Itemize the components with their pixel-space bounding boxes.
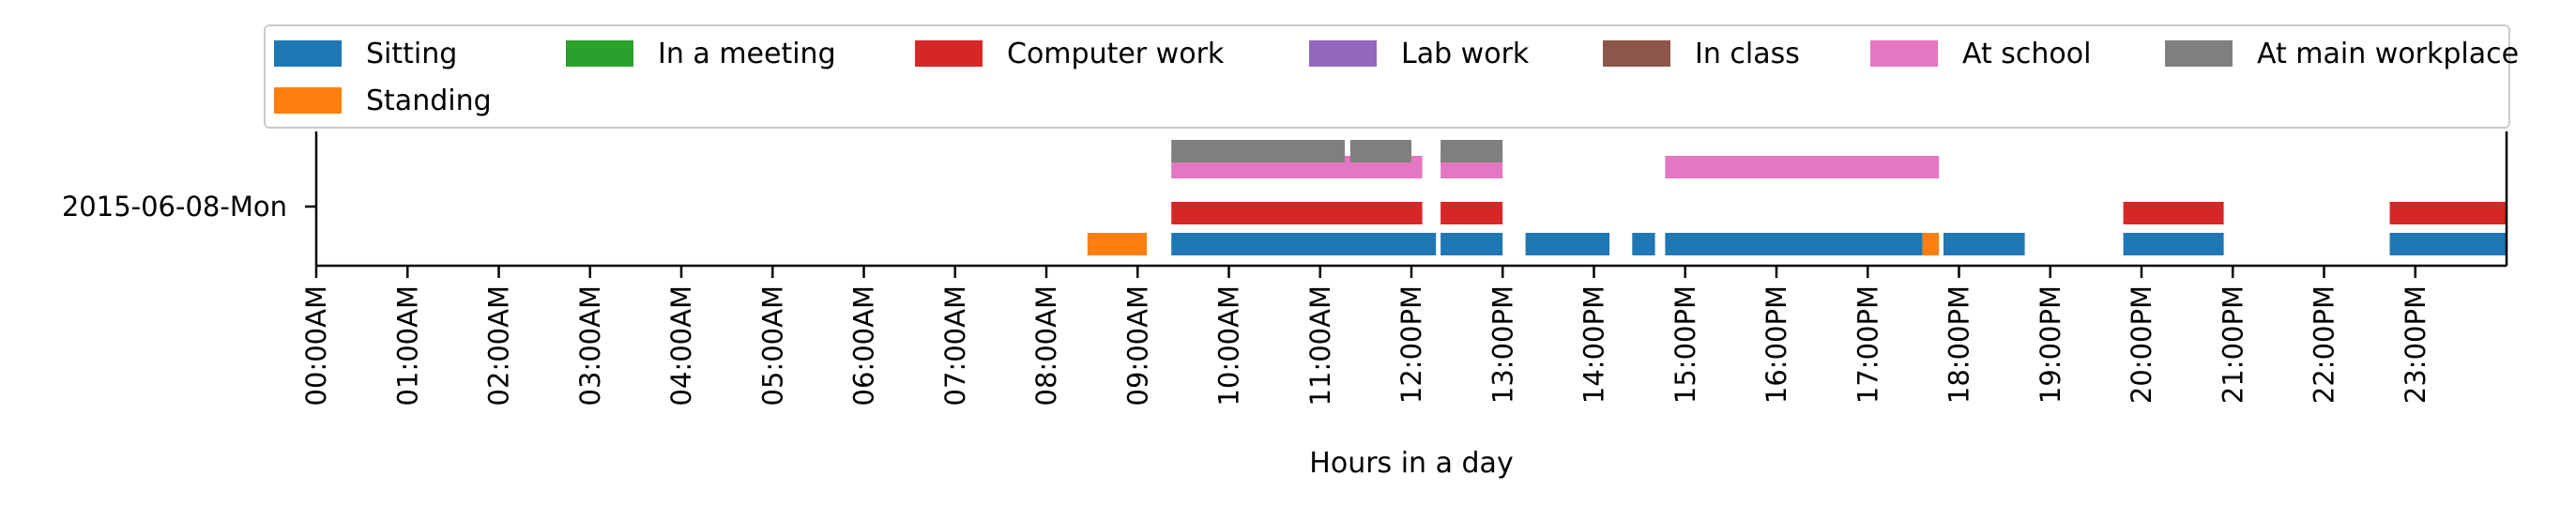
- x-tick-label: 13:00PM: [1486, 285, 1518, 404]
- x-tick-label: 11:00AM: [1304, 285, 1336, 406]
- x-tick-label: 07:00AM: [939, 285, 971, 406]
- x-tick-label: 06:00AM: [848, 285, 880, 406]
- x-tick-label: 15:00PM: [1669, 285, 1701, 404]
- legend-frame: [264, 24, 2510, 129]
- legend-swatch: [274, 87, 342, 114]
- x-tick-label: 12:00PM: [1395, 285, 1427, 404]
- x-axis-label: Hours in a day: [1309, 447, 1513, 480]
- bar-computer-work: [1171, 202, 1423, 224]
- x-tick-label: 22:00PM: [2309, 285, 2340, 404]
- x-tick-label: 00:00AM: [300, 285, 332, 406]
- legend-label: At main workplace: [2257, 38, 2519, 70]
- x-tick-label: 08:00AM: [1030, 285, 1062, 406]
- x-tick-label: 17:00PM: [1852, 285, 1883, 404]
- bar-at-main-workplace: [1440, 140, 1503, 162]
- x-tick-label: 16:00PM: [1761, 285, 1792, 404]
- y-tick-label: 2015-06-08-Mon: [62, 191, 287, 223]
- x-tick-label: 03:00AM: [574, 285, 606, 406]
- bar-sitting: [1632, 233, 1655, 255]
- legend-label: At school: [1962, 38, 2091, 70]
- x-ticks: 00:00AM 01:00AM 02:00AM 03:00AM 04:00AM 05:00…: [300, 266, 2431, 406]
- activity-bars: [1087, 140, 2507, 255]
- legend-swatch: [915, 40, 983, 67]
- x-tick-label: 02:00AM: [483, 285, 515, 406]
- legend-label: Computer work: [1007, 38, 1225, 70]
- legend-swatch: [1309, 40, 1377, 67]
- x-tick-label: 10:00AM: [1213, 285, 1245, 406]
- bar-at-school: [1665, 156, 1940, 178]
- bar-sitting: [1440, 233, 1503, 255]
- x-tick-label: 14:00PM: [1578, 285, 1610, 404]
- bar-sitting: [2123, 233, 2224, 255]
- legend-swatch: [1603, 40, 1670, 67]
- bar-sitting: [1943, 233, 2025, 255]
- bar-computer-work: [1440, 202, 1503, 224]
- bar-computer-work: [2123, 202, 2224, 224]
- x-tick-label: 04:00AM: [665, 285, 697, 406]
- legend-label: Lab work: [1401, 38, 1530, 70]
- x-tick-label: 09:00AM: [1121, 285, 1153, 406]
- legend-label: Sitting: [366, 38, 457, 70]
- legend-swatch: [274, 40, 342, 67]
- bar-standing: [1922, 233, 1940, 255]
- bar-standing: [1087, 233, 1147, 255]
- x-tick-label: 21:00PM: [2217, 285, 2248, 404]
- x-tick-label: 05:00AM: [756, 285, 788, 406]
- x-tick-label: 01:00AM: [391, 285, 423, 406]
- legend-label: In a meeting: [658, 38, 836, 70]
- bar-at-main-workplace: [1349, 140, 1411, 162]
- x-tick-label: 23:00PM: [2400, 285, 2431, 404]
- bar-sitting: [1525, 233, 1610, 255]
- x-tick-label: 19:00PM: [2035, 285, 2066, 404]
- legend-swatch: [1870, 40, 1938, 67]
- legend-label: Standing: [366, 84, 492, 117]
- legend-swatch: [2165, 40, 2233, 67]
- bar-at-main-workplace: [1171, 140, 1345, 162]
- x-tick-label: 18:00PM: [1943, 285, 1975, 404]
- legend-label: In class: [1695, 38, 1800, 70]
- x-tick-label: 20:00PM: [2126, 285, 2157, 404]
- bar-computer-work: [2389, 202, 2507, 224]
- bar-sitting: [2389, 233, 2507, 255]
- legend-swatch: [566, 40, 633, 67]
- bar-sitting: [1665, 233, 1923, 255]
- legend: Sitting In a meeting Computer work Lab work…: [264, 24, 2519, 129]
- bar-sitting: [1171, 233, 1437, 255]
